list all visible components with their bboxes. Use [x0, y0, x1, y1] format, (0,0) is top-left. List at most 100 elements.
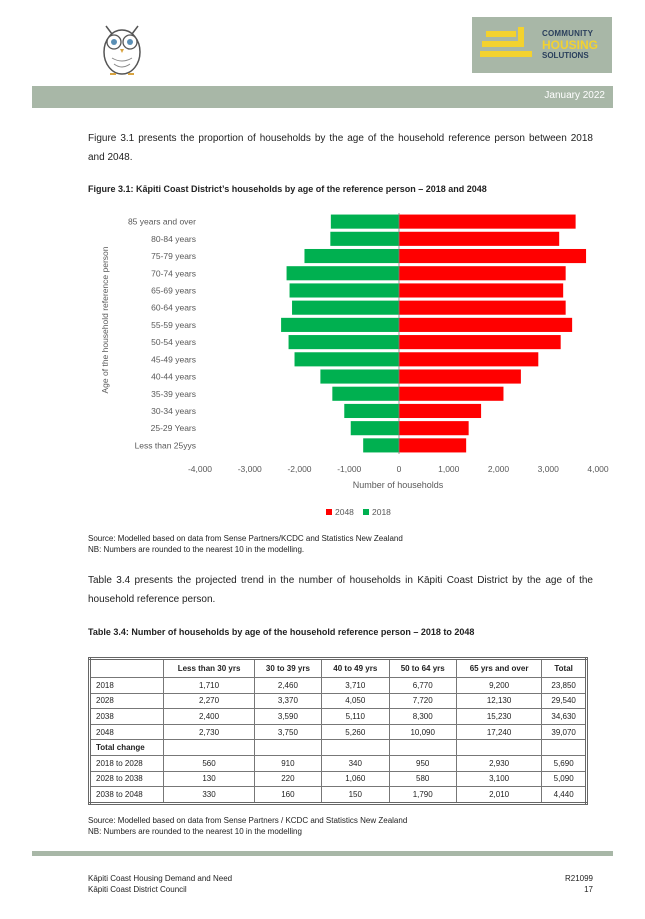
bar-2018-4	[289, 283, 399, 298]
category-label: 65-69 years	[151, 285, 196, 295]
bar-2048-3	[399, 266, 566, 281]
table-row: 2028 to 2038 130 220 1,060 580 3,100 5,090	[88, 770, 587, 788]
logo-text-community: COMMUNITY	[542, 29, 594, 38]
table-header-cell: 40 to 49 yrs	[321, 658, 390, 678]
table-cell: 12,130	[455, 692, 543, 710]
x-tick-label: 1,000	[438, 464, 460, 474]
category-label: Less than 25yys	[135, 440, 196, 450]
table-empty-cell	[163, 739, 255, 756]
chart-x-axis-label: Number of households	[353, 480, 444, 490]
table-row: 2028 2,270 3,370 4,050 7,720 12,130 29,540	[88, 692, 587, 710]
x-tick-label: -2,000	[287, 464, 311, 474]
x-tick-label: -3,000	[238, 464, 262, 474]
table-header-cell	[88, 658, 165, 678]
bar-2048-5	[399, 300, 566, 315]
table-header-row: Less than 30 yrs 30 to 39 yrs 40 to 49 y…	[88, 658, 587, 678]
bar-2018-13	[363, 438, 399, 453]
category-label: 70-74 years	[151, 268, 196, 278]
table-cell: 2,930	[455, 754, 543, 772]
chart-legend: 2048 2018	[326, 507, 391, 517]
table-cell: 3,590	[253, 708, 323, 725]
table-cell: 10,090	[388, 723, 457, 741]
table-cell: 160	[253, 786, 323, 804]
bar-2048-6	[399, 317, 573, 332]
bar-2048-2	[399, 248, 587, 264]
table-section-row: Total change	[88, 739, 587, 756]
figure-nb-note: NB: Numbers are rounded to the nearest 1…	[88, 545, 305, 554]
table-row: 2038 to 2048 330 160 150 1,790 2,010 4,440	[88, 786, 587, 804]
chart-y-axis-label: Age of the household reference person	[100, 246, 110, 393]
bar-2018-10	[332, 386, 399, 401]
table-row: 2018 1,710 2,460 3,710 6,770 9,200 23,850	[88, 677, 587, 694]
bar-2048-9	[399, 369, 521, 384]
category-label: 55-59 years	[151, 320, 196, 330]
table-cell: 3,710	[321, 677, 390, 694]
footer-page-number: 17	[584, 885, 593, 894]
table-empty-cell	[388, 739, 457, 756]
table-source-note: Source: Modelled based on data from Sens…	[88, 816, 408, 825]
table-cell: 34,630	[541, 708, 587, 725]
x-tick-label: 2,000	[488, 464, 510, 474]
category-label: 85 years and over	[128, 217, 196, 227]
households-table: Less than 30 yrs 30 to 39 yrs 40 to 49 y…	[88, 657, 588, 805]
logo-bars-icon	[480, 27, 532, 57]
table-cell: 5,690	[541, 754, 587, 772]
table-cell: 580	[388, 770, 457, 788]
bar-2018-11	[344, 403, 399, 419]
community-housing-solutions-logo: COMMUNITY HOUSING SOLUTIONS	[472, 17, 612, 73]
table-cell: 220	[253, 770, 323, 788]
legend-label-2048: 2048	[335, 507, 354, 517]
table-cell: 7,720	[388, 692, 457, 710]
category-label: 30-34 years	[151, 406, 196, 416]
category-label: 25-29 Years	[151, 423, 196, 433]
table-cell: 23,850	[541, 677, 587, 694]
x-tick-label: -1,000	[337, 464, 361, 474]
category-label: 35-39 years	[151, 389, 196, 399]
chart-bars	[281, 213, 587, 454]
legend-label-2018: 2018	[372, 507, 391, 517]
bar-2018-6	[281, 317, 399, 332]
table-cell: 340	[321, 754, 390, 772]
figure-source-note: Source: Modelled based on data from Sens…	[88, 534, 403, 543]
table-row-label: 2018 to 2028	[88, 754, 165, 772]
table-cell: 150	[321, 786, 390, 804]
table-cell: 130	[163, 770, 255, 788]
table-empty-cell	[455, 739, 543, 756]
bar-2048-12	[399, 421, 469, 436]
table-cell: 5,260	[321, 723, 390, 741]
footer-report-title: Kāpiti Coast Housing Demand and Need	[88, 874, 233, 883]
table-cell: 8,300	[388, 708, 457, 725]
table-row-label: 2038 to 2048	[88, 786, 165, 804]
table-row-label: 2018	[88, 677, 165, 694]
chart-category-labels: 85 years and over 80-84 years 75-79 years 7…	[128, 217, 196, 451]
owl-logo	[103, 25, 141, 75]
table-cell: 15,230	[455, 708, 543, 725]
bar-2048-8	[399, 352, 539, 367]
footer-council-name: Kāpiti Coast District Council	[88, 885, 187, 894]
bar-2018-3	[286, 266, 399, 281]
table-cell: 5,110	[321, 708, 390, 725]
legend-swatch-2048	[326, 509, 332, 515]
bar-2018-1	[330, 231, 399, 246]
footer-rule	[32, 851, 613, 856]
table-cell: 910	[253, 754, 323, 772]
logo-text-solutions: SOLUTIONS	[542, 51, 589, 60]
bar-2018-9	[320, 369, 399, 384]
bar-2048-1	[399, 231, 560, 246]
logo-text-housing: HOUSING	[542, 38, 599, 52]
table-cell: 950	[388, 754, 457, 772]
category-label: 45-49 years	[151, 354, 196, 364]
x-tick-label: -4,000	[188, 464, 212, 474]
category-label: 75-79 years	[151, 251, 196, 261]
category-label: 80-84 years	[151, 234, 196, 244]
bar-2018-5	[292, 300, 399, 315]
table-row: 2048 2,730 3,750 5,260 10,090 17,240 39,070	[88, 723, 587, 741]
report-date: January 2022	[544, 90, 605, 101]
table-header-cell: Less than 30 yrs	[163, 658, 255, 678]
table-cell: 560	[163, 754, 255, 772]
category-label: 60-64 years	[151, 303, 196, 313]
table-cell: 330	[163, 786, 255, 804]
table-empty-cell	[321, 739, 390, 756]
table-row: 2038 2,400 3,590 5,110 8,300 15,230 34,630	[88, 708, 587, 725]
bar-2048-7	[399, 335, 561, 350]
